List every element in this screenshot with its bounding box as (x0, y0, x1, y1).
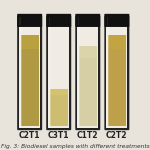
Bar (79, 46, 97, 58)
Bar (77, 18, 80, 128)
Bar (106, 18, 127, 128)
Bar (108, 35, 126, 49)
Text: C3T1: C3T1 (48, 131, 69, 140)
Bar (49, 17, 50, 25)
Bar (78, 17, 79, 25)
FancyBboxPatch shape (17, 16, 42, 130)
FancyBboxPatch shape (46, 14, 71, 27)
Bar (50, 89, 68, 126)
FancyBboxPatch shape (104, 14, 129, 27)
FancyBboxPatch shape (17, 14, 42, 27)
Bar (48, 18, 69, 128)
FancyBboxPatch shape (104, 16, 129, 130)
Text: C1T2: C1T2 (77, 131, 99, 140)
Bar (50, 89, 68, 95)
Bar (19, 18, 22, 128)
Bar (21, 35, 39, 49)
Bar (106, 18, 109, 128)
Bar (21, 35, 39, 126)
Bar (79, 46, 97, 126)
Bar (77, 18, 98, 128)
Bar (48, 18, 51, 128)
Bar (108, 35, 126, 126)
Text: C2T1: C2T1 (19, 131, 40, 140)
FancyBboxPatch shape (46, 16, 71, 130)
FancyBboxPatch shape (75, 16, 100, 130)
Text: C2T2: C2T2 (106, 131, 128, 140)
Bar (19, 18, 40, 128)
FancyBboxPatch shape (75, 14, 100, 27)
Bar (107, 17, 108, 25)
Text: Fig. 3: Biodiesel samples with different treatments: Fig. 3: Biodiesel samples with different… (1, 144, 149, 149)
Bar (20, 17, 21, 25)
